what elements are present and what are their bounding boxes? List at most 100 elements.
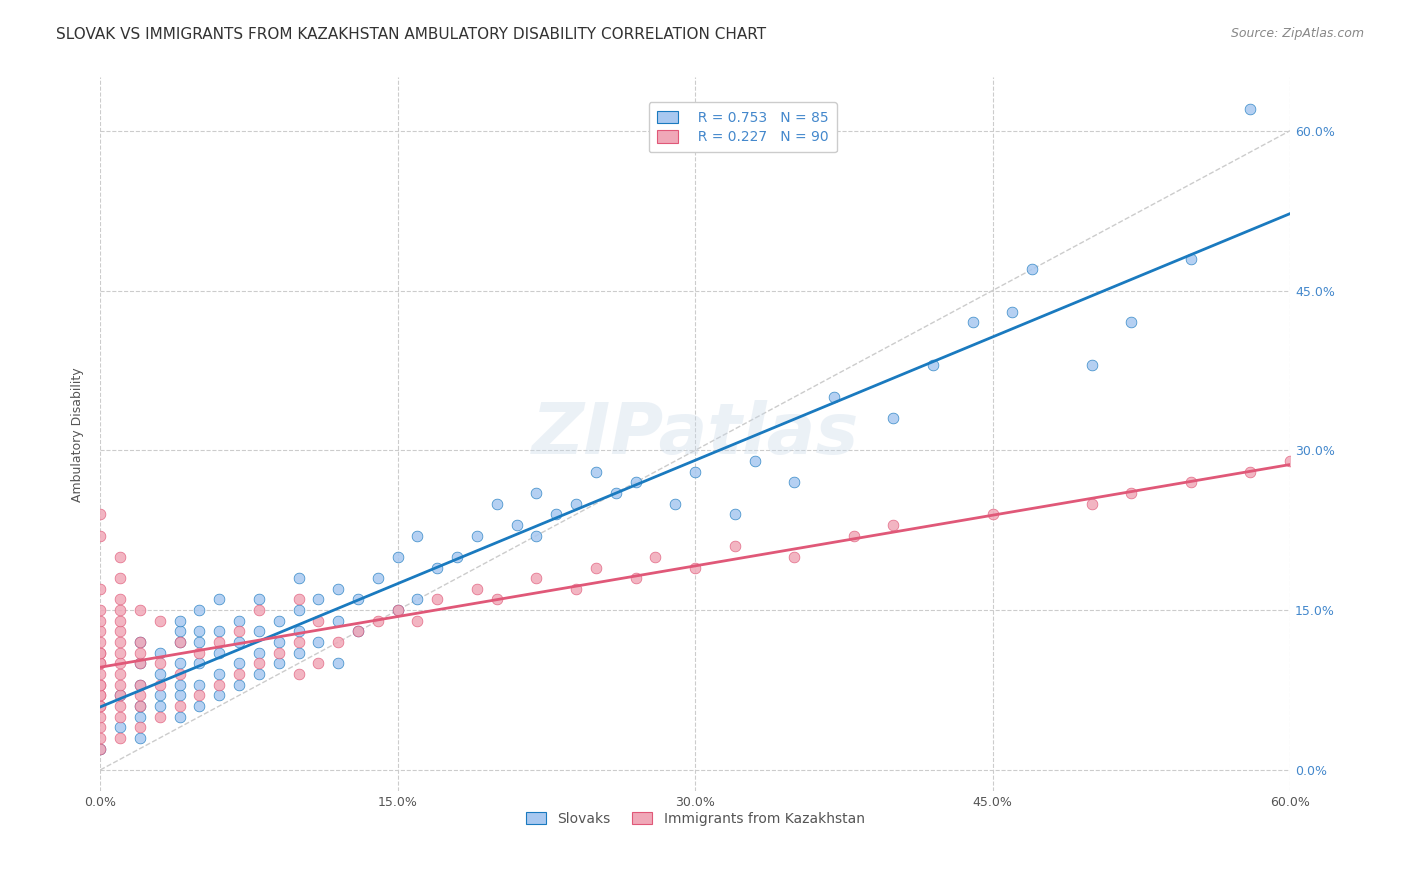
- Point: [228, 678, 250, 692]
- Point: [208, 592, 231, 607]
- Point: [783, 475, 806, 490]
- Point: [287, 646, 309, 660]
- Point: [387, 549, 409, 564]
- Point: [1021, 262, 1043, 277]
- Point: [89, 741, 111, 756]
- Point: [585, 465, 607, 479]
- Point: [169, 709, 191, 723]
- Point: [149, 646, 172, 660]
- Point: [89, 689, 111, 703]
- Text: SLOVAK VS IMMIGRANTS FROM KAZAKHSTAN AMBULATORY DISABILITY CORRELATION CHART: SLOVAK VS IMMIGRANTS FROM KAZAKHSTAN AMB…: [56, 27, 766, 42]
- Point: [149, 667, 172, 681]
- Point: [128, 635, 150, 649]
- Point: [228, 635, 250, 649]
- Point: [1279, 454, 1302, 468]
- Point: [585, 560, 607, 574]
- Point: [485, 497, 508, 511]
- Point: [188, 699, 211, 714]
- Point: [287, 624, 309, 639]
- Point: [89, 603, 111, 617]
- Point: [287, 603, 309, 617]
- Point: [188, 635, 211, 649]
- Legend: Slovaks, Immigrants from Kazakhstan: Slovaks, Immigrants from Kazakhstan: [517, 804, 873, 834]
- Point: [128, 678, 150, 692]
- Point: [89, 657, 111, 671]
- Point: [188, 646, 211, 660]
- Point: [108, 635, 131, 649]
- Point: [962, 316, 984, 330]
- Point: [328, 614, 350, 628]
- Point: [89, 689, 111, 703]
- Point: [89, 646, 111, 660]
- Point: [367, 571, 389, 585]
- Point: [605, 486, 627, 500]
- Point: [724, 508, 747, 522]
- Point: [1180, 252, 1202, 266]
- Point: [426, 560, 449, 574]
- Point: [387, 603, 409, 617]
- Point: [149, 689, 172, 703]
- Point: [267, 657, 290, 671]
- Point: [149, 657, 172, 671]
- Point: [1080, 358, 1102, 372]
- Point: [505, 517, 527, 532]
- Point: [347, 624, 370, 639]
- Point: [108, 603, 131, 617]
- Point: [89, 741, 111, 756]
- Point: [208, 646, 231, 660]
- Point: [208, 678, 231, 692]
- Text: Source: ZipAtlas.com: Source: ZipAtlas.com: [1230, 27, 1364, 40]
- Point: [882, 411, 904, 425]
- Point: [108, 592, 131, 607]
- Point: [108, 731, 131, 745]
- Point: [406, 614, 429, 628]
- Point: [108, 689, 131, 703]
- Point: [128, 720, 150, 734]
- Point: [128, 678, 150, 692]
- Point: [1239, 103, 1261, 117]
- Point: [287, 635, 309, 649]
- Point: [347, 592, 370, 607]
- Point: [188, 624, 211, 639]
- Point: [128, 699, 150, 714]
- Point: [149, 678, 172, 692]
- Point: [247, 667, 270, 681]
- Point: [823, 390, 845, 404]
- Point: [526, 486, 548, 500]
- Point: [1121, 486, 1143, 500]
- Point: [108, 667, 131, 681]
- Point: [188, 689, 211, 703]
- Point: [89, 699, 111, 714]
- Point: [89, 731, 111, 745]
- Point: [208, 689, 231, 703]
- Point: [108, 571, 131, 585]
- Point: [169, 614, 191, 628]
- Point: [169, 657, 191, 671]
- Point: [228, 614, 250, 628]
- Point: [724, 539, 747, 553]
- Point: [267, 614, 290, 628]
- Point: [108, 614, 131, 628]
- Point: [247, 646, 270, 660]
- Point: [169, 667, 191, 681]
- Point: [89, 624, 111, 639]
- Point: [169, 678, 191, 692]
- Point: [1001, 305, 1024, 319]
- Point: [783, 549, 806, 564]
- Point: [208, 624, 231, 639]
- Point: [89, 614, 111, 628]
- Point: [406, 592, 429, 607]
- Point: [128, 635, 150, 649]
- Point: [128, 646, 150, 660]
- Point: [287, 571, 309, 585]
- Point: [89, 667, 111, 681]
- Point: [208, 667, 231, 681]
- Point: [169, 624, 191, 639]
- Point: [1180, 475, 1202, 490]
- Point: [347, 624, 370, 639]
- Point: [188, 678, 211, 692]
- Point: [744, 454, 766, 468]
- Point: [624, 571, 647, 585]
- Point: [128, 699, 150, 714]
- Point: [465, 528, 488, 542]
